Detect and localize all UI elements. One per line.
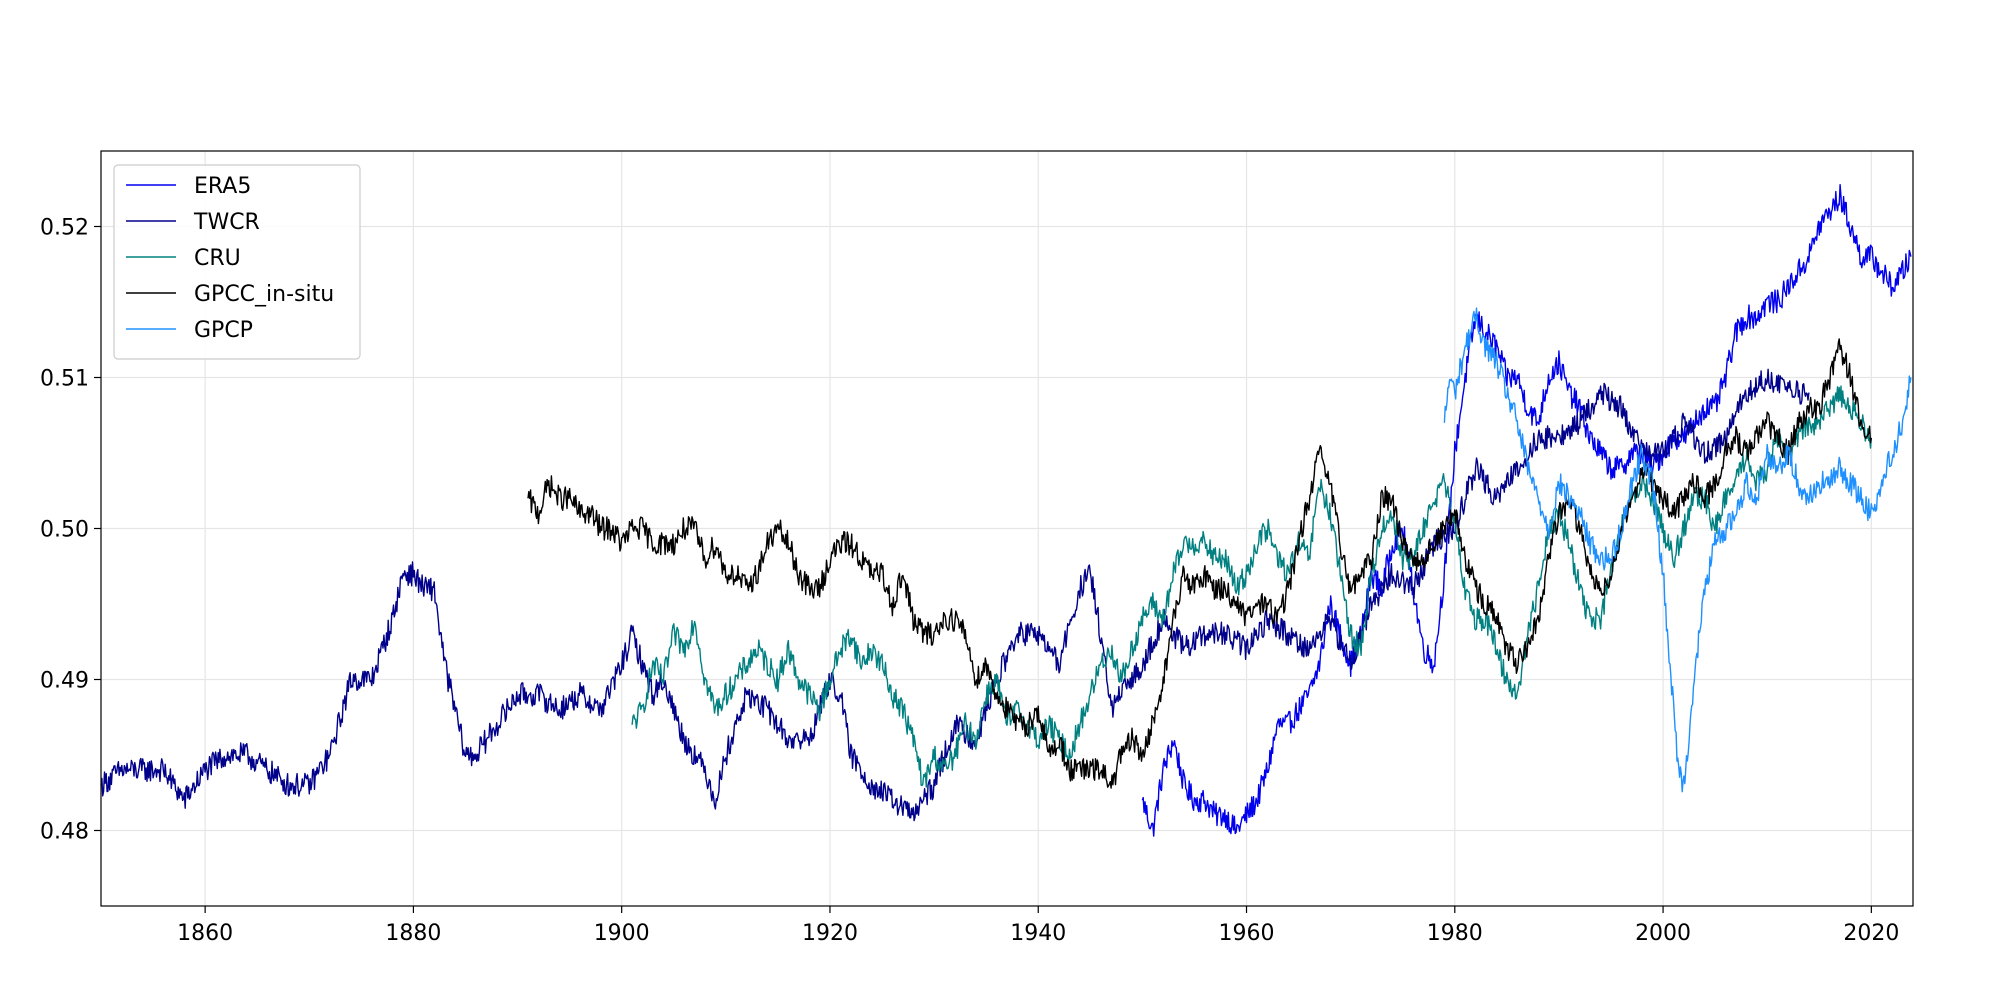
y-tick-label: 0.51 xyxy=(40,367,89,392)
x-tick-label: 1920 xyxy=(802,921,858,946)
y-tick-label: 0.50 xyxy=(40,518,89,543)
x-tick-label: 1980 xyxy=(1427,921,1483,946)
series-line-era5 xyxy=(1141,184,1912,837)
x-tick-label: 1880 xyxy=(385,921,441,946)
legend: ERA5 TWCR CRU GPCC_in-situ GPCP xyxy=(113,164,361,360)
x-tick-label: 2020 xyxy=(1843,921,1899,946)
legend-label: ERA5 xyxy=(194,174,251,199)
legend-label: TWCR xyxy=(193,210,260,235)
series-line-gpcp xyxy=(1443,307,1912,793)
y-tick-label: 0.49 xyxy=(40,669,89,694)
x-tick-label: 2000 xyxy=(1635,921,1691,946)
series-line-twcr xyxy=(100,368,1810,822)
x-tick-label: 1900 xyxy=(594,921,650,946)
legend-label: GPCP xyxy=(194,318,253,343)
grid xyxy=(101,151,1913,906)
x-tick-label: 1940 xyxy=(1010,921,1066,946)
y-axis: 0.48 0.49 0.50 0.51 0.52 xyxy=(40,216,101,845)
x-tick-label: 1960 xyxy=(1219,921,1275,946)
legend-label: CRU xyxy=(194,246,241,271)
series-layer xyxy=(100,184,1912,837)
legend-box xyxy=(113,164,361,360)
series-line-gpcc-in-situ xyxy=(527,338,1872,789)
series-line-cru xyxy=(631,385,1872,788)
legend-label: GPCC_in-situ xyxy=(194,282,334,307)
x-axis: 1860 1880 1900 1920 1940 1960 1980 2000 2020 xyxy=(177,906,1899,946)
y-tick-label: 0.48 xyxy=(40,820,89,845)
x-tick-label: 1860 xyxy=(177,921,233,946)
y-tick-label: 0.52 xyxy=(40,216,89,241)
